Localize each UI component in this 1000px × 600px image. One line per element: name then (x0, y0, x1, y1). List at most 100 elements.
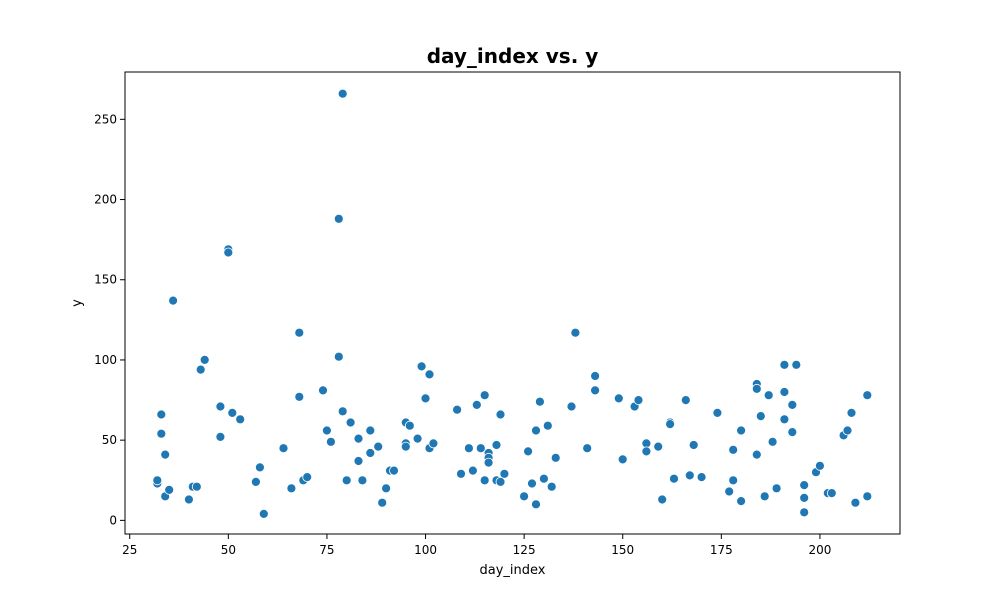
data-point-68 (491, 440, 502, 450)
x-tick-label: 200 (808, 543, 831, 557)
data-point-2 (156, 409, 167, 420)
data-point-74 (523, 446, 533, 457)
data-point-34 (337, 406, 348, 417)
x-axis-label: day_index (480, 563, 546, 578)
data-point-12 (199, 354, 210, 365)
data-point-28 (318, 385, 328, 396)
data-point-113 (759, 491, 770, 502)
data-point-11 (195, 364, 206, 375)
x-tick-label: 25 (122, 543, 137, 557)
data-point-10 (191, 481, 202, 492)
data-point-3 (156, 428, 167, 439)
data-point-83 (566, 401, 577, 412)
data-point-112 (755, 411, 766, 422)
x-tick-label: 125 (513, 543, 536, 557)
data-point-27 (302, 472, 313, 483)
data-point-8 (183, 494, 194, 505)
data-point-81 (546, 481, 557, 492)
data-point-17 (227, 407, 238, 418)
data-point-127 (815, 460, 825, 471)
data-point-97 (665, 419, 675, 430)
data-point-94 (653, 441, 664, 452)
data-point-24 (294, 327, 305, 338)
data-point-100 (684, 470, 695, 481)
x-tick-label: 100 (414, 543, 437, 557)
data-point-49 (400, 441, 411, 452)
data-point-41 (365, 448, 376, 458)
data-point-91 (633, 395, 644, 406)
y-tick-label: 0 (109, 513, 117, 527)
data-point-53 (420, 393, 431, 404)
data-point-25 (294, 391, 305, 402)
data-point-107 (736, 425, 746, 436)
plot-frame (124, 71, 901, 535)
data-point-95 (657, 494, 668, 505)
data-point-75 (527, 478, 537, 489)
data-point-13 (215, 401, 226, 412)
x-tick-label: 175 (710, 543, 733, 557)
data-point-21 (258, 509, 269, 519)
data-point-20 (254, 462, 265, 473)
data-point-40 (365, 425, 376, 436)
data-point-16 (223, 247, 234, 258)
data-point-129 (826, 488, 837, 499)
data-point-79 (539, 473, 549, 484)
data-point-120 (787, 399, 798, 410)
data-point-132 (846, 407, 857, 418)
data-point-52 (416, 361, 427, 372)
data-point-57 (452, 404, 463, 415)
data-point-46 (389, 465, 399, 476)
data-point-63 (479, 390, 490, 401)
y-tick-label: 200 (94, 193, 117, 207)
data-point-99 (680, 395, 691, 406)
data-point-58 (456, 468, 466, 479)
data-point-19 (250, 476, 261, 487)
data-point-87 (590, 385, 600, 396)
data-point-7 (168, 295, 179, 306)
data-point-106 (728, 475, 739, 486)
data-point-64 (479, 475, 490, 486)
data-point-72 (499, 468, 510, 479)
data-point-42 (373, 441, 384, 452)
data-point-60 (467, 465, 478, 476)
data-point-76 (531, 425, 541, 436)
data-point-105 (728, 444, 739, 455)
y-axis-ticks: 0 50 100 150 200 250 (94, 112, 125, 527)
data-point-125 (799, 507, 810, 518)
data-point-39 (357, 475, 368, 486)
data-point-67 (483, 457, 494, 468)
data-point-1 (152, 475, 163, 486)
data-point-38 (353, 456, 364, 466)
data-point-37 (353, 433, 364, 444)
data-point-98 (669, 473, 679, 484)
data-point-44 (381, 483, 392, 494)
data-point-86 (590, 371, 600, 381)
y-axis-label: y (70, 299, 85, 307)
data-point-33 (337, 88, 348, 99)
data-point-131 (842, 425, 853, 436)
data-point-124 (799, 492, 810, 503)
data-point-61 (471, 399, 482, 410)
data-point-70 (495, 409, 506, 420)
data-point-22 (278, 443, 289, 454)
data-point-114 (763, 390, 774, 401)
data-point-118 (779, 387, 790, 397)
data-point-85 (582, 443, 593, 454)
y-tick-label: 100 (94, 353, 117, 367)
data-point-110 (751, 383, 762, 394)
data-point-133 (850, 497, 861, 508)
data-point-108 (736, 496, 746, 507)
data-point-56 (428, 438, 439, 449)
x-tick-label: 150 (611, 543, 634, 557)
data-point-54 (424, 369, 435, 380)
data-point-50 (404, 420, 415, 431)
data-point-84 (570, 327, 581, 338)
y-tick-label: 150 (94, 273, 117, 287)
data-point-93 (641, 446, 652, 457)
data-point-77 (531, 499, 541, 510)
data-point-30 (325, 436, 336, 447)
data-point-35 (341, 475, 352, 486)
data-point-134 (862, 390, 873, 401)
data-point-59 (463, 443, 474, 454)
data-point-103 (712, 407, 723, 418)
